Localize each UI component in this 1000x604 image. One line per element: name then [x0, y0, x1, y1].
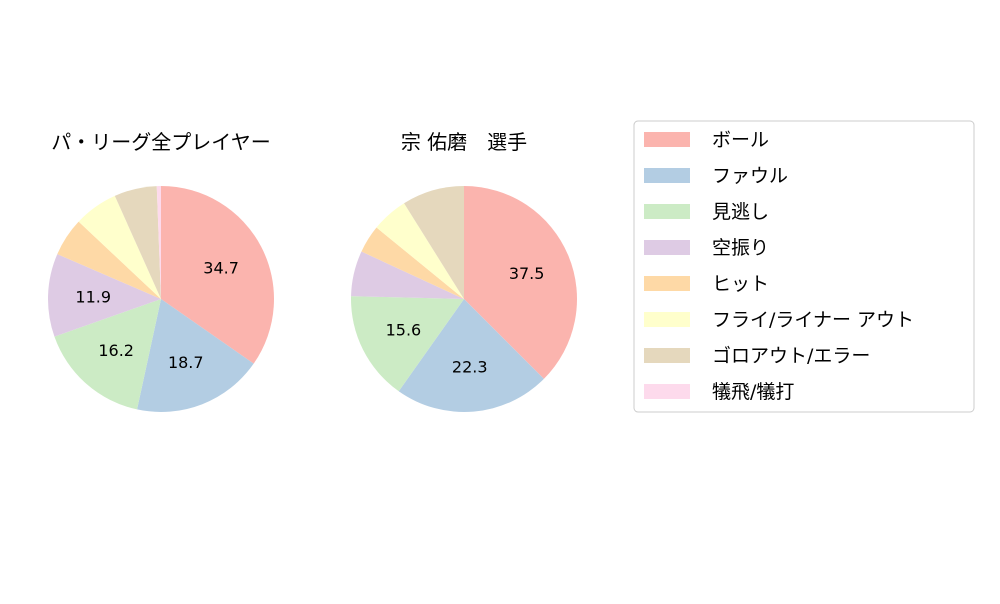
slice-label: 15.6 — [386, 320, 422, 339]
pie-slice-left-1 — [137, 299, 254, 412]
legend-label: フライ/ライナー アウト — [712, 309, 914, 331]
pie-slice-right-6 — [404, 186, 464, 299]
legend-label: ヒット — [712, 273, 769, 295]
legend-swatch — [644, 348, 690, 363]
legend-swatch — [644, 240, 690, 255]
pie-slice-right-0 — [464, 186, 578, 379]
slice-label: 16.2 — [98, 341, 134, 360]
legend-swatch — [644, 384, 690, 399]
slice-label: 18.7 — [168, 353, 204, 372]
legend-swatch — [644, 168, 690, 183]
pie-slice-left-4 — [57, 221, 161, 299]
pie-slice-right-3 — [351, 251, 464, 299]
pie-slice-left-7 — [156, 186, 161, 299]
slice-label: 34.7 — [203, 259, 239, 278]
pie-slice-right-4 — [361, 227, 464, 299]
legend-swatch — [644, 204, 690, 219]
legend-label: 空振り — [712, 237, 769, 259]
pie-slice-right-2 — [350, 296, 464, 392]
pie-slice-left-3 — [47, 254, 161, 337]
legend-swatch — [644, 276, 690, 291]
pie-slice-right-5 — [376, 203, 464, 299]
legend-label: 見逃し — [712, 201, 769, 223]
slice-label: 22.3 — [452, 358, 488, 377]
pie-slice-right-1 — [398, 299, 544, 412]
legend-label: ゴロアウト/エラー — [712, 345, 870, 367]
legend-label: ファウル — [712, 165, 788, 187]
legend-swatch — [644, 312, 690, 327]
legend-label: 犠飛/犠打 — [712, 381, 794, 403]
slice-label: 37.5 — [509, 264, 545, 283]
right-pie-title: 宗 佑磨 選手 — [401, 130, 527, 154]
legend-label: ボール — [712, 129, 769, 151]
left-pie-title: パ・リーグ全プレイヤー — [51, 130, 270, 154]
pie-slice-left-2 — [54, 299, 161, 410]
legend-swatch — [644, 132, 690, 147]
slice-label: 11.9 — [75, 288, 111, 307]
pie-slice-left-5 — [78, 195, 161, 299]
pie-slice-left-6 — [114, 186, 161, 299]
legend-box — [633, 120, 975, 413]
pie-slice-left-0 — [161, 186, 274, 364]
